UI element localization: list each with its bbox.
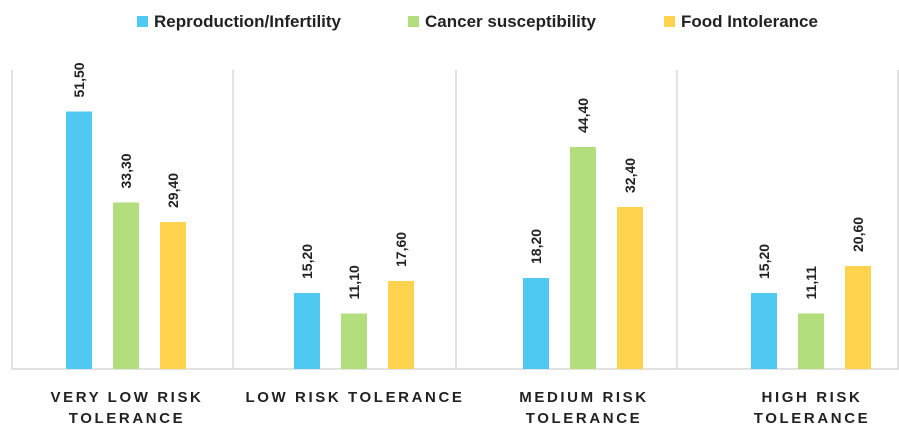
data-label: 11,10 xyxy=(346,265,362,299)
category-label: HIGH RISK xyxy=(762,389,863,406)
data-label: 32,40 xyxy=(622,158,638,193)
data-label: 51,50 xyxy=(71,62,87,97)
legend-swatch xyxy=(664,16,675,27)
data-label: 33,30 xyxy=(118,153,134,188)
category-label: VERY LOW RISK xyxy=(51,389,204,406)
category-label: TOLERANCE xyxy=(526,410,642,424)
data-label: 29,40 xyxy=(165,173,181,208)
bar xyxy=(523,278,549,369)
bar xyxy=(66,111,92,369)
legend-label: Reproduction/Infertility xyxy=(154,12,342,31)
bar xyxy=(341,313,367,369)
category-label: TOLERANCE xyxy=(754,410,870,424)
bar xyxy=(751,293,777,369)
bar xyxy=(845,266,871,369)
data-label: 11,11 xyxy=(803,266,819,300)
bar xyxy=(388,281,414,369)
bars xyxy=(66,111,871,369)
legend-swatch xyxy=(137,16,148,27)
category-labels: VERY LOW RISK TOLERANCE LOW RISK TOLERANCE… xyxy=(51,389,870,424)
legend-label: Cancer susceptibility xyxy=(425,12,597,31)
legend-label: Food Intolerance xyxy=(681,12,818,31)
group-separators xyxy=(11,70,899,369)
data-label: 17,60 xyxy=(393,232,409,267)
legend: Reproduction/Infertility Cancer susceptib… xyxy=(137,12,818,31)
bar xyxy=(617,207,643,369)
bar xyxy=(570,147,596,369)
data-label: 18,20 xyxy=(528,229,544,264)
category-label: TOLERANCE xyxy=(69,410,185,424)
data-label: 44,40 xyxy=(575,98,591,133)
category-label: MEDIUM RISK xyxy=(519,389,648,406)
bar xyxy=(113,202,139,369)
data-label: 20,60 xyxy=(850,217,866,252)
data-label: 15,20 xyxy=(756,244,772,279)
data-labels: 51,50 33,30 29,40 15,20 11,10 17,60 18,20 44,40… xyxy=(71,62,866,299)
legend-swatch xyxy=(408,16,419,27)
bar xyxy=(294,293,320,369)
bar xyxy=(798,313,824,369)
category-label: LOW RISK TOLERANCE xyxy=(245,389,464,406)
bar xyxy=(160,222,186,369)
data-label: 15,20 xyxy=(299,244,315,279)
